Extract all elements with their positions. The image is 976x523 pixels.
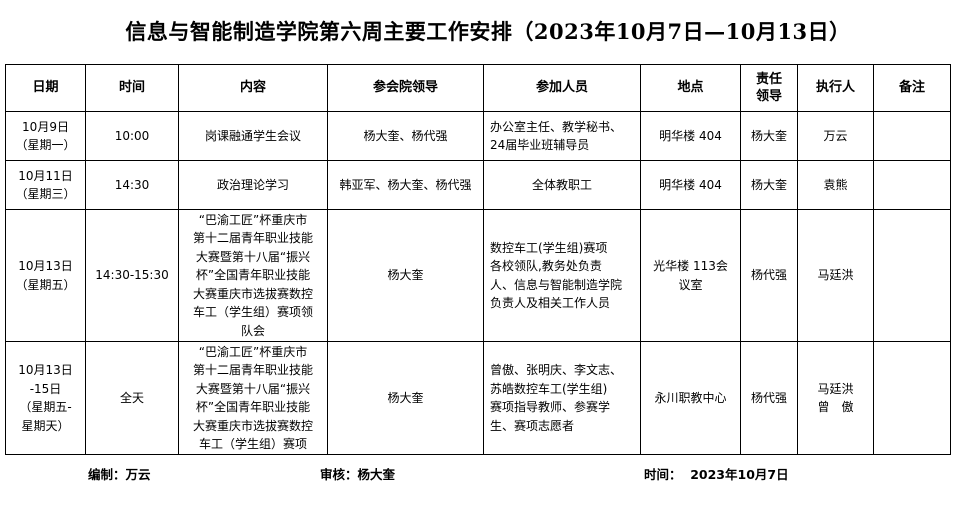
cell-executor: 万云 bbox=[797, 111, 874, 161]
cell-participants: 数控车工(学生组)赛项 各校领队,教务处负责 人、信息与智能制造学院 负责人及相… bbox=[483, 209, 641, 342]
table-row: 10月11日 （星期三） 14:30 政治理论学习 韩亚军、杨大奎、杨代强 全体… bbox=[5, 160, 951, 210]
cell-content: “巴渝工匠”杯重庆市 第十二届青年职业技能 大赛暨第十八届“振兴 杯”全国青年职… bbox=[178, 209, 328, 342]
cell-location: 明华楼 404 bbox=[640, 111, 741, 161]
cell-leaders: 韩亚军、杨大奎、杨代强 bbox=[327, 160, 484, 210]
cell-content: 政治理论学习 bbox=[178, 160, 328, 210]
cell-executor: 袁熊 bbox=[797, 160, 874, 210]
cell-executor: 马廷洪 bbox=[797, 209, 874, 342]
table-row: 10月13日 （星期五） 14:30-15:30 “巴渝工匠”杯重庆市 第十二届… bbox=[5, 209, 951, 342]
table-row: 10月9日 （星期一） 10:00 岗课融通学生会议 杨大奎、杨代强 办公室主任… bbox=[5, 111, 951, 161]
header-location: 地点 bbox=[640, 64, 741, 112]
header-content: 内容 bbox=[178, 64, 328, 112]
cell-date: 10月13日 -15日 （星期五- 星期天） bbox=[5, 341, 86, 455]
cell-note bbox=[873, 341, 951, 455]
cell-date: 10月11日 （星期三） bbox=[5, 160, 86, 210]
footer-compiler: 编制：万云 bbox=[88, 467, 151, 482]
cell-leaders: 杨大奎 bbox=[327, 341, 484, 455]
cell-date: 10月13日 （星期五） bbox=[5, 209, 86, 342]
cell-responsible: 杨大奎 bbox=[740, 111, 798, 161]
cell-content: “巴渝工匠”杯重庆市 第十二届青年职业技能 大赛暨第十八届“振兴 杯”全国青年职… bbox=[178, 341, 328, 455]
cell-participants: 曾傲、张明庆、李文志、 苏皓数控车工(学生组) 赛项指导教师、参赛学 生、赛项志… bbox=[483, 341, 641, 455]
footer-date: 时间： 2023年10月7日 bbox=[644, 467, 789, 482]
cell-leaders: 杨大奎、杨代强 bbox=[327, 111, 484, 161]
footer-reviewer: 审核：杨大奎 bbox=[320, 467, 396, 482]
header-note: 备注 bbox=[873, 64, 951, 112]
cell-note bbox=[873, 160, 951, 210]
schedule-table: 日期 时间 内容 参会院领导 参加人员 地点 责任 领导 执行人 备注 10月9… bbox=[5, 64, 951, 455]
header-responsible: 责任 领导 bbox=[740, 64, 798, 112]
cell-responsible: 杨代强 bbox=[740, 209, 798, 342]
header-row: 日期 时间 内容 参会院领导 参加人员 地点 责任 领导 执行人 备注 bbox=[5, 64, 951, 112]
cell-location: 明华楼 404 bbox=[640, 160, 741, 210]
table-row: 10月13日 -15日 （星期五- 星期天） 全天 “巴渝工匠”杯重庆市 第十二… bbox=[5, 341, 951, 455]
document-title: 信息与智能制造学院第六周主要工作安排（2023年10月7日—10月13日） bbox=[125, 19, 851, 44]
header-leaders: 参会院领导 bbox=[327, 64, 484, 112]
cell-date: 10月9日 （星期一） bbox=[5, 111, 86, 161]
cell-responsible: 杨代强 bbox=[740, 341, 798, 455]
cell-executor: 马廷洪 曾 傲 bbox=[797, 341, 874, 455]
cell-leaders: 杨大奎 bbox=[327, 209, 484, 342]
cell-time: 14:30 bbox=[85, 160, 179, 210]
header-time: 时间 bbox=[85, 64, 179, 112]
cell-note bbox=[873, 111, 951, 161]
cell-time: 全天 bbox=[85, 341, 179, 455]
cell-participants: 全体教职工 bbox=[483, 160, 641, 210]
cell-location: 永川职教中心 bbox=[640, 341, 741, 455]
header-date: 日期 bbox=[5, 64, 86, 112]
cell-participants: 办公室主任、教学秘书、 24届毕业班辅导员 bbox=[483, 111, 641, 161]
cell-note bbox=[873, 209, 951, 342]
cell-time: 10:00 bbox=[85, 111, 179, 161]
cell-time: 14:30-15:30 bbox=[85, 209, 179, 342]
header-executor: 执行人 bbox=[797, 64, 874, 112]
cell-location: 光华楼 113会 议室 bbox=[640, 209, 741, 342]
cell-content: 岗课融通学生会议 bbox=[178, 111, 328, 161]
header-participants: 参加人员 bbox=[483, 64, 641, 112]
cell-responsible: 杨大奎 bbox=[740, 160, 798, 210]
